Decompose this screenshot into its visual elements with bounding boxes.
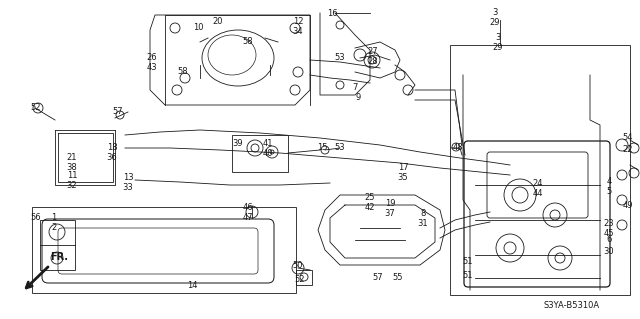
Text: 51: 51 [463,271,473,279]
Text: 10: 10 [193,24,204,33]
Text: 28: 28 [368,57,378,66]
Text: 57: 57 [372,273,383,283]
Text: 3: 3 [495,33,500,42]
Text: 50: 50 [292,261,303,270]
Text: 43: 43 [147,63,157,72]
Text: 34: 34 [292,27,303,36]
Text: 57: 57 [113,108,124,116]
Text: 46: 46 [243,204,253,212]
Text: 49: 49 [623,201,633,210]
Text: 58: 58 [243,38,253,47]
Text: 9: 9 [355,93,360,102]
Text: 29: 29 [490,18,500,27]
Text: 7: 7 [352,84,358,93]
Text: 38: 38 [67,162,77,172]
Text: 19: 19 [385,198,396,207]
Text: 37: 37 [385,209,396,218]
Text: 22: 22 [623,145,633,154]
Text: 33: 33 [123,183,133,192]
Text: 47: 47 [243,213,253,222]
Text: 17: 17 [397,164,408,173]
Text: 2: 2 [51,224,56,233]
Text: 58: 58 [178,68,188,77]
Text: S3YA-B5310A: S3YA-B5310A [544,300,600,309]
Text: 23: 23 [604,219,614,227]
Text: 24: 24 [532,179,543,188]
Text: 52: 52 [295,276,305,285]
Text: 54: 54 [623,132,633,142]
Text: 15: 15 [317,144,327,152]
Text: 41: 41 [263,138,273,147]
Text: 8: 8 [420,209,426,218]
Text: 4: 4 [606,176,612,186]
Text: 36: 36 [107,153,117,162]
Text: 1: 1 [51,213,56,222]
Text: 11: 11 [67,170,77,180]
Text: 30: 30 [604,248,614,256]
Text: 27: 27 [368,48,378,56]
Text: FR.: FR. [50,252,68,262]
Text: 6: 6 [606,235,612,244]
Text: 12: 12 [292,18,303,26]
Text: 13: 13 [123,174,133,182]
Text: 31: 31 [418,219,428,227]
Text: 48: 48 [452,144,463,152]
Text: 44: 44 [532,189,543,197]
Text: 45: 45 [604,228,614,238]
Text: 16: 16 [326,9,337,18]
Text: 26: 26 [147,54,157,63]
Text: 25: 25 [365,194,375,203]
Text: 53: 53 [335,144,346,152]
Text: 32: 32 [67,181,77,189]
Text: 21: 21 [67,152,77,161]
Text: 20: 20 [212,18,223,26]
Text: 39: 39 [233,138,243,147]
Text: 55: 55 [393,273,403,283]
Text: 35: 35 [397,174,408,182]
Text: 52: 52 [31,103,41,113]
Text: 40: 40 [263,149,273,158]
Text: 53: 53 [335,54,346,63]
Text: 18: 18 [107,144,117,152]
Text: 51: 51 [463,257,473,266]
Text: 56: 56 [31,213,42,222]
Text: 42: 42 [365,204,375,212]
Text: 3: 3 [492,8,498,17]
Text: 14: 14 [187,280,197,290]
Text: 29: 29 [493,43,503,53]
Text: 5: 5 [606,187,612,196]
